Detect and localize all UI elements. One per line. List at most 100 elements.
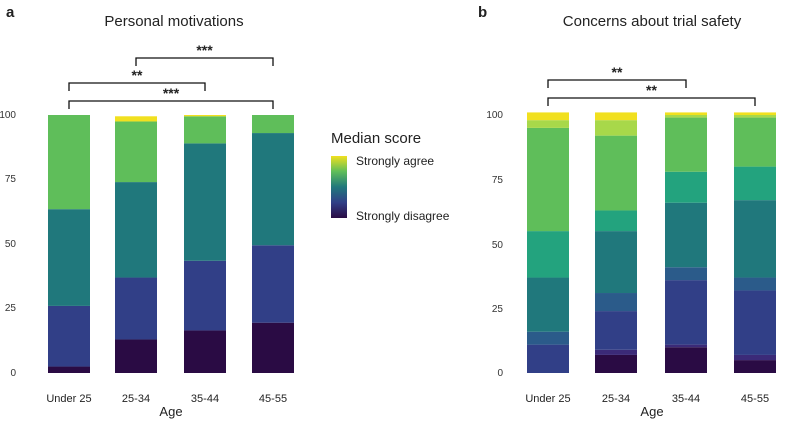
bar-segment-b-45-55-level-1 xyxy=(734,360,776,373)
bar-segment-a-under-25-level-4 xyxy=(48,115,90,210)
b-ytick-100: 100 xyxy=(486,110,503,121)
bar-segment-a-25-34-level-1 xyxy=(115,339,157,373)
bar-segment-b-35-44-level-2 xyxy=(665,344,707,348)
significance-label-a-2: ** xyxy=(132,67,143,83)
bar-segment-b-under-25-level-9 xyxy=(527,112,569,121)
panel-a-bars xyxy=(48,115,294,373)
bar-segment-a-under-25-level-1 xyxy=(48,366,90,373)
a-xtick-35-44: 35-44 xyxy=(191,393,219,405)
panel-a-letter: a xyxy=(6,4,15,21)
b-ytick-25: 25 xyxy=(492,304,504,315)
bar-segment-a-under-25-level-2 xyxy=(48,305,90,367)
bar-segment-a-35-44-level-5 xyxy=(184,115,226,117)
panel-b: b Concerns about trial safety 0 25 50 75… xyxy=(478,4,776,419)
b-xtick-25-34: 25-34 xyxy=(602,393,630,405)
legend-color-bar xyxy=(331,156,347,218)
b-ytick-0: 0 xyxy=(497,368,503,379)
bar-segment-b-25-34-level-9 xyxy=(595,112,637,121)
bar-segment-b-25-34-level-5 xyxy=(595,231,637,294)
panel-b-bars xyxy=(527,112,776,373)
b-ytick-75: 75 xyxy=(492,175,504,186)
bar-segment-a-35-44-level-2 xyxy=(184,260,226,331)
panel-b-y-axis: 0 25 50 75 100 xyxy=(486,110,503,379)
significance-label-b-2: ** xyxy=(646,82,657,98)
significance-bracket-a-3 xyxy=(68,100,274,109)
panel-a-x-axis: Under 25 25-34 35-44 45-55 xyxy=(46,393,287,405)
a-ytick-25: 25 xyxy=(5,303,17,314)
bar-segment-a-25-34-level-3 xyxy=(115,182,157,278)
bar-segment-b-25-34-level-7 xyxy=(595,135,637,211)
panel-b-x-axis: Under 25 25-34 35-44 45-55 xyxy=(525,393,769,405)
bar-segment-b-under-25-level-5 xyxy=(527,277,569,332)
bar-segment-b-45-55-level-3 xyxy=(734,290,776,355)
bar-segment-b-35-44-level-4 xyxy=(665,267,707,281)
a-ytick-50: 50 xyxy=(5,239,17,250)
bar-segment-b-under-25-level-4 xyxy=(527,331,569,345)
bar-segment-a-25-34-level-5 xyxy=(115,116,157,122)
bar-segment-b-under-25-level-7 xyxy=(527,127,569,232)
b-xtick-35-44: 35-44 xyxy=(672,393,700,405)
panel-a-title: Personal motivations xyxy=(104,13,243,30)
a-ytick-75: 75 xyxy=(5,174,17,185)
significance-bracket-a-2 xyxy=(68,82,206,91)
bar-segment-b-35-44-level-5 xyxy=(665,202,707,268)
bar-segment-b-45-55-level-6 xyxy=(734,166,776,201)
bar-segment-b-25-34-level-6 xyxy=(595,210,637,232)
significance-bracket-a-1 xyxy=(135,57,274,66)
bar-segment-b-25-34-level-1 xyxy=(595,354,637,373)
a-ytick-0: 0 xyxy=(10,368,16,379)
a-xtick-under-25: Under 25 xyxy=(46,393,91,405)
significance-label-a-1: *** xyxy=(196,42,213,58)
significance-label-b-1: ** xyxy=(612,64,623,80)
panel-b-x-label: Age xyxy=(640,404,663,419)
panel-b-significance: ** ** xyxy=(547,64,756,106)
panel-a-x-label: Age xyxy=(159,404,182,419)
bar-segment-a-45-55-level-1 xyxy=(252,322,294,373)
panel-a-y-axis: 0 25 50 75 100 xyxy=(0,110,16,379)
bar-segment-a-35-44-level-3 xyxy=(184,143,226,261)
bar-segment-b-under-25-level-3 xyxy=(527,344,569,373)
bar-segment-b-under-25-level-6 xyxy=(527,231,569,278)
legend-bottom-label: Strongly disagree xyxy=(356,209,450,223)
bar-segment-b-under-25-level-8 xyxy=(527,120,569,128)
bar-segment-b-35-44-level-1 xyxy=(665,347,707,373)
bar-segment-a-35-44-level-1 xyxy=(184,330,226,373)
bar-segment-b-25-34-level-4 xyxy=(595,293,637,312)
bar-segment-b-45-55-level-7 xyxy=(734,117,776,167)
bar-segment-a-45-55-level-2 xyxy=(252,245,294,323)
panel-a: a Personal motivations 0 25 50 75 100 Un… xyxy=(0,4,294,419)
b-xtick-under-25: Under 25 xyxy=(525,393,570,405)
bar-segment-b-45-55-level-2 xyxy=(734,354,776,361)
bar-segment-b-35-44-level-9 xyxy=(665,112,707,115)
bar-segment-b-35-44-level-3 xyxy=(665,280,707,345)
panel-b-title: Concerns about trial safety xyxy=(563,13,742,30)
bar-segment-b-25-34-level-8 xyxy=(595,120,637,136)
significance-bracket-b-1 xyxy=(547,79,687,88)
bar-segment-b-35-44-level-7 xyxy=(665,117,707,172)
bar-segment-b-45-55-level-4 xyxy=(734,277,776,291)
bar-segment-a-25-34-level-4 xyxy=(115,121,157,183)
legend: Median score Strongly agree Strongly dis… xyxy=(331,130,450,223)
bar-segment-a-45-55-level-3 xyxy=(252,133,294,246)
bar-segment-a-45-55-level-4 xyxy=(252,115,294,134)
panel-b-letter: b xyxy=(478,4,487,21)
a-xtick-25-34: 25-34 xyxy=(122,393,150,405)
bar-segment-b-45-55-level-5 xyxy=(734,200,776,278)
a-xtick-45-55: 45-55 xyxy=(259,393,287,405)
bar-segment-a-35-44-level-4 xyxy=(184,116,226,144)
bar-segment-b-45-55-level-8 xyxy=(734,115,776,118)
b-ytick-50: 50 xyxy=(492,240,504,251)
bar-segment-a-under-25-level-3 xyxy=(48,209,90,306)
legend-title: Median score xyxy=(331,130,421,147)
a-ytick-100: 100 xyxy=(0,110,16,121)
bar-segment-b-35-44-level-6 xyxy=(665,171,707,203)
legend-top-label: Strongly agree xyxy=(356,154,434,168)
bar-segment-b-45-55-level-9 xyxy=(734,112,776,115)
bar-segment-a-25-34-level-2 xyxy=(115,277,157,340)
b-xtick-45-55: 45-55 xyxy=(741,393,769,405)
panel-a-significance: ******** xyxy=(68,42,274,109)
bar-segment-b-25-34-level-2 xyxy=(595,349,637,355)
significance-label-a-3: *** xyxy=(163,85,180,101)
bar-segment-b-25-34-level-3 xyxy=(595,311,637,350)
